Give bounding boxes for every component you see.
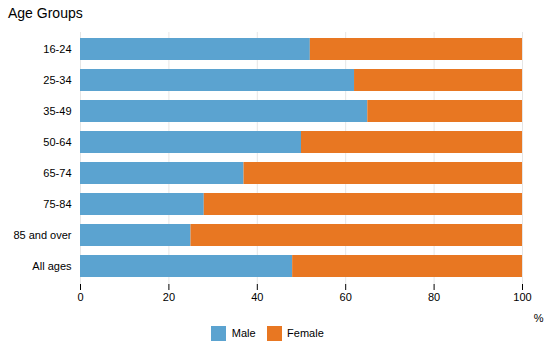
svg-text:25-34: 25-34 (43, 74, 71, 86)
svg-text:40: 40 (251, 291, 263, 303)
svg-text:65-74: 65-74 (43, 167, 71, 179)
svg-text:60: 60 (340, 291, 352, 303)
svg-text:16-24: 16-24 (43, 43, 71, 55)
svg-text:85 and over: 85 and over (13, 229, 71, 241)
html-text:Female: Female (287, 327, 324, 340)
html-text:Age Groups: Age Groups (8, 5, 83, 21)
svg-text:20: 20 (163, 291, 175, 303)
svg-text:All ages: All ages (32, 260, 72, 272)
svg-text:100: 100 (513, 291, 531, 303)
svg-text:%: % (534, 312, 544, 324)
svg-text:0: 0 (77, 291, 83, 303)
svg-text:80: 80 (428, 291, 440, 303)
html-text:Male: Male (231, 327, 256, 340)
svg-text:75-84: 75-84 (43, 198, 71, 210)
svg-text:35-49: 35-49 (43, 105, 71, 117)
svg-text:50-64: 50-64 (43, 136, 71, 148)
